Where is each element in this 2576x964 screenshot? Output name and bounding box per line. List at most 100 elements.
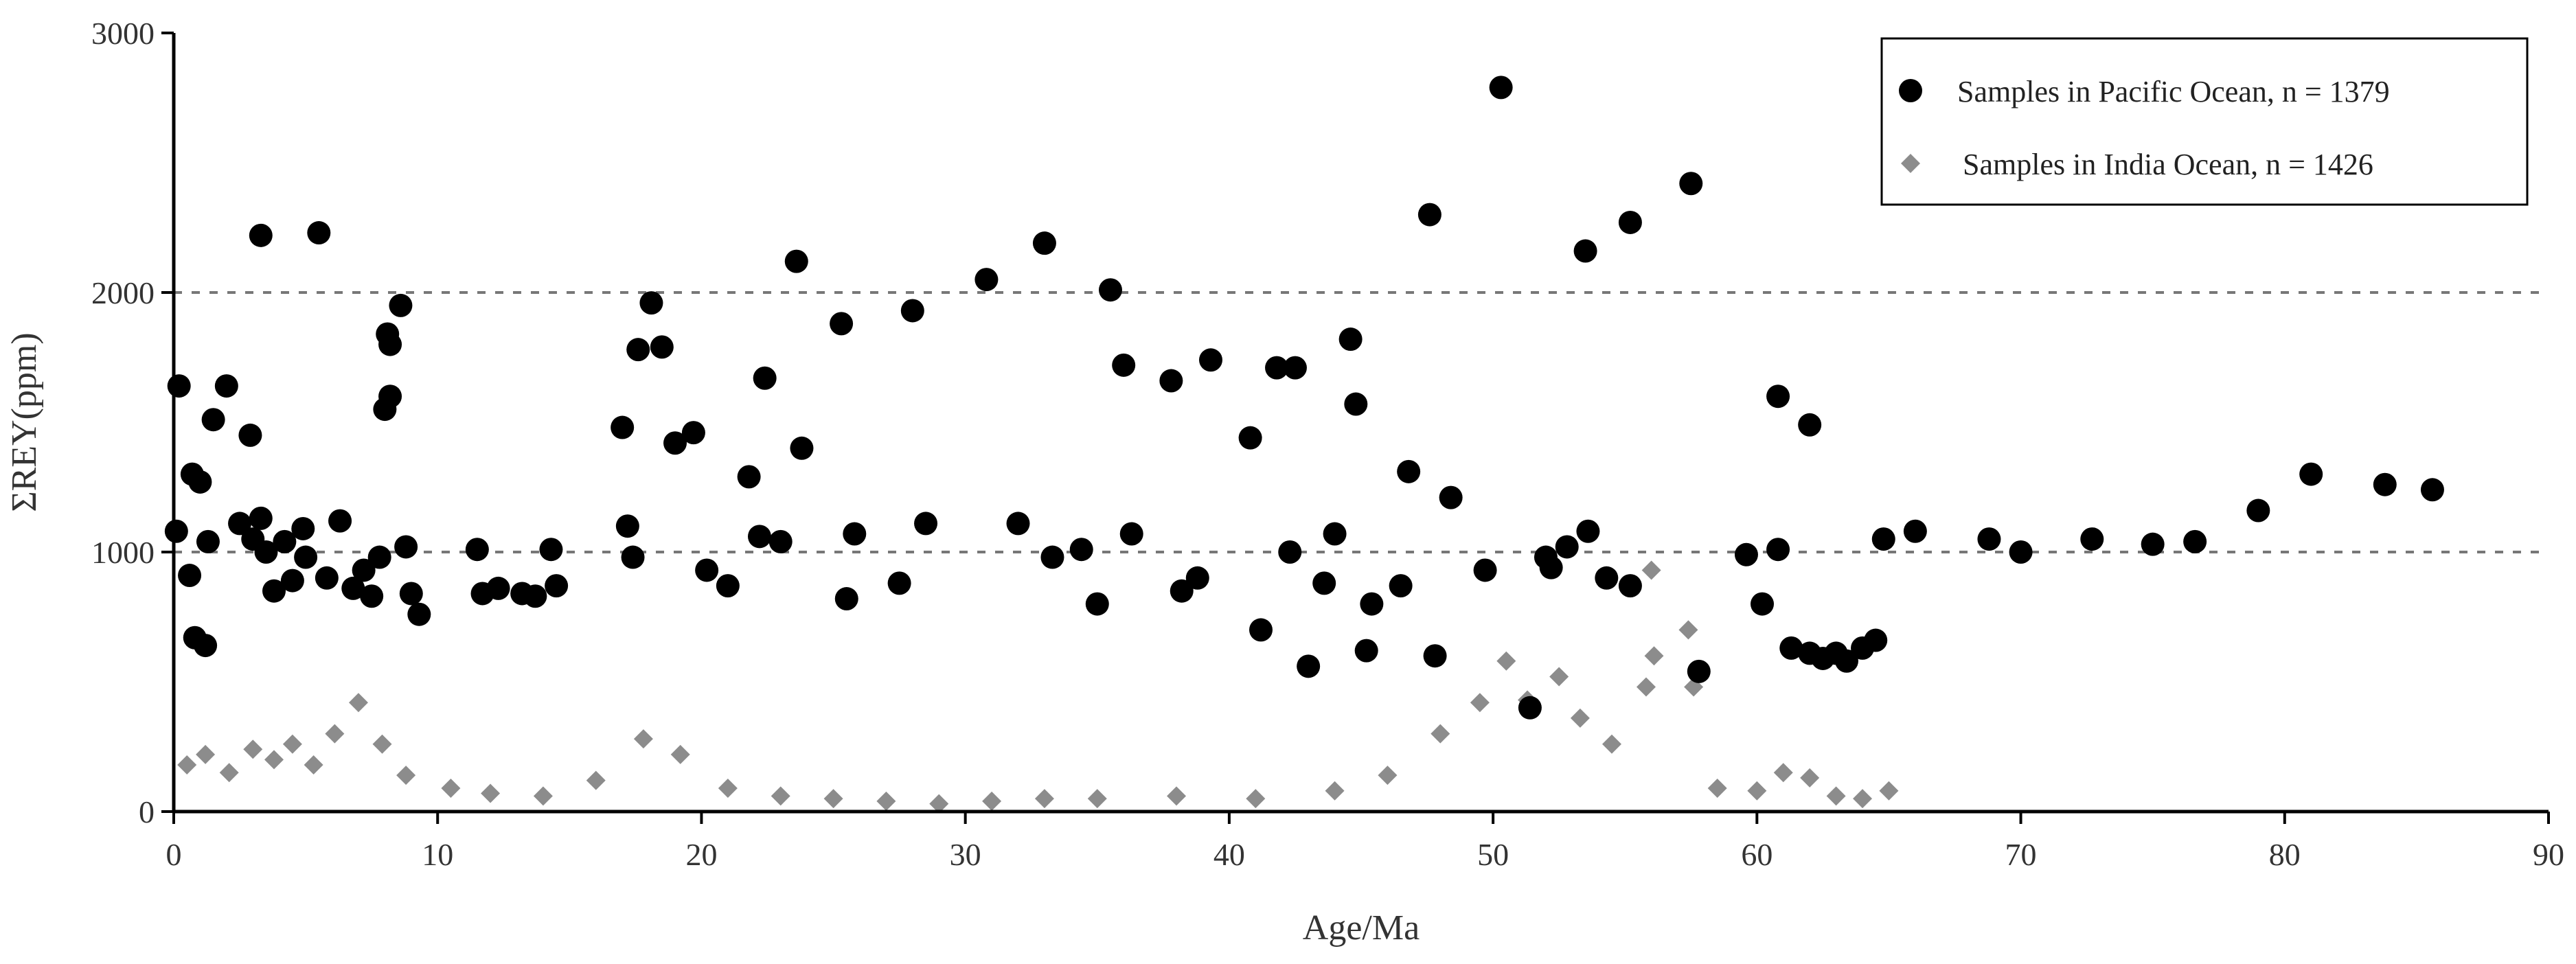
pacific-ocean-point [695, 558, 719, 582]
pacific-ocean-point [201, 408, 225, 432]
pacific-ocean-point [1864, 628, 1888, 652]
x-tick-label: 30 [950, 837, 981, 872]
pacific-ocean-point [2183, 529, 2207, 553]
pacific-ocean-point [352, 558, 376, 582]
pacific-ocean-point [1798, 413, 1822, 437]
legend-label-pacific: Samples in Pacific Ocean, n = 1379 [1957, 75, 2390, 108]
india-ocean-point [929, 794, 949, 814]
pacific-ocean-point [1344, 392, 1368, 416]
pacific-ocean-point [681, 421, 705, 445]
india-ocean-point [1602, 734, 1622, 754]
pacific-ocean-point [254, 540, 278, 564]
pacific-ocean-point [1119, 522, 1143, 546]
india-ocean-point [1034, 789, 1054, 809]
pacific-ocean-point [1903, 519, 1927, 543]
pacific-ocean-point [1249, 618, 1273, 642]
pacific-ocean-point [1834, 649, 1858, 673]
pacific-ocean-point [663, 431, 687, 455]
pacific-ocean-point [249, 506, 273, 530]
pacific-ocean-point [1297, 654, 1321, 678]
pacific-ocean-point [307, 221, 331, 245]
india-ocean-point [1747, 781, 1767, 801]
india-ocean-point [633, 729, 653, 749]
pacific-ocean-point [1473, 558, 1497, 582]
x-tick-label: 40 [1213, 837, 1245, 872]
pacific-ocean-point [1417, 203, 1441, 227]
x-tick-label: 60 [1741, 837, 1773, 872]
india-ocean-point [1773, 763, 1793, 783]
india-ocean-point [823, 789, 843, 809]
pacific-ocean-point [1871, 527, 1895, 551]
india-ocean-point [304, 755, 323, 774]
pacific-ocean-point [611, 415, 635, 439]
pacific-ocean-point [1112, 353, 1136, 377]
pacific-ocean-point [621, 545, 645, 569]
legend-marker-india [1901, 154, 1920, 173]
pacific-ocean-point [367, 545, 391, 569]
india-ocean-point [1431, 724, 1450, 744]
pacific-ocean-point [747, 525, 771, 549]
india-ocean-point [1167, 786, 1187, 806]
pacific-ocean-point [1397, 459, 1421, 483]
pacific-ocean-point [843, 522, 867, 546]
pacific-ocean-point [273, 529, 297, 553]
india-ocean-point [1853, 789, 1873, 809]
pacific-ocean-point [2141, 532, 2165, 556]
pacific-ocean-point [639, 291, 663, 315]
pacific-ocean-point [1238, 426, 1262, 450]
pacific-ocean-point [399, 582, 423, 606]
pacific-ocean-point [315, 566, 339, 590]
pacific-ocean-point [238, 423, 262, 447]
india-ocean-point [243, 739, 263, 759]
pacific-ocean-point [1265, 356, 1289, 380]
india-ocean-point [1826, 786, 1846, 806]
x-tick-label: 90 [2533, 837, 2564, 872]
pacific-ocean-point [1354, 639, 1378, 663]
reference-lines [174, 291, 2549, 553]
pacific-ocean-point [1679, 172, 1703, 196]
pacific-ocean-point [1573, 239, 1597, 263]
pacific-ocean-point [716, 574, 740, 598]
pacific-ocean-point [2299, 462, 2323, 486]
pacific-ocean-point [887, 571, 911, 595]
india-ocean-point [177, 755, 197, 774]
x-tick-label: 0 [166, 837, 182, 872]
pacific-ocean-point [167, 374, 191, 398]
pacific-ocean-point [341, 576, 365, 600]
pacific-ocean-point [1159, 369, 1183, 393]
pacific-ocean-point [615, 514, 639, 538]
india-ocean-point [1678, 620, 1698, 640]
pacific-ocean-point [1360, 592, 1384, 616]
pacific-ocean-point [188, 470, 212, 494]
india-ocean-point [219, 763, 239, 783]
pacific-ocean-point [1439, 485, 1463, 509]
pacific-ocean-point [1085, 592, 1109, 616]
india-ocean-point [264, 750, 284, 770]
pacific-ocean-point [753, 366, 777, 390]
pacific-ocean-point [1766, 538, 1790, 562]
pacific-ocean-point [1618, 210, 1642, 234]
legend-box [1880, 37, 2529, 206]
legend-label-india: Samples in India Ocean, n = 1426 [1963, 148, 2373, 181]
pacific-ocean-point [249, 223, 273, 247]
india-ocean-point [771, 786, 790, 806]
india-ocean-point [1641, 560, 1661, 580]
pacific-ocean-point [1489, 76, 1513, 100]
india-ocean-point [1879, 781, 1899, 801]
pacific-ocean-point [737, 465, 761, 489]
india-ocean-point [982, 791, 1002, 811]
pacific-ocean-point [1518, 696, 1542, 720]
india-ocean-point [1707, 778, 1727, 798]
india-ocean-point [533, 786, 553, 806]
pacific-ocean-point [164, 519, 188, 543]
india-ocean-point [1636, 677, 1656, 697]
india-ocean-point [1325, 781, 1345, 801]
pacific-ocean-point [626, 338, 650, 362]
scatter-points [164, 76, 2444, 814]
y-tick-label: 0 [139, 794, 155, 829]
pacific-ocean-point [1170, 579, 1194, 603]
pacific-ocean-point [914, 512, 938, 536]
pacific-ocean-point [545, 574, 569, 598]
pacific-ocean-point [1098, 278, 1122, 302]
pacific-ocean-point [486, 576, 510, 600]
